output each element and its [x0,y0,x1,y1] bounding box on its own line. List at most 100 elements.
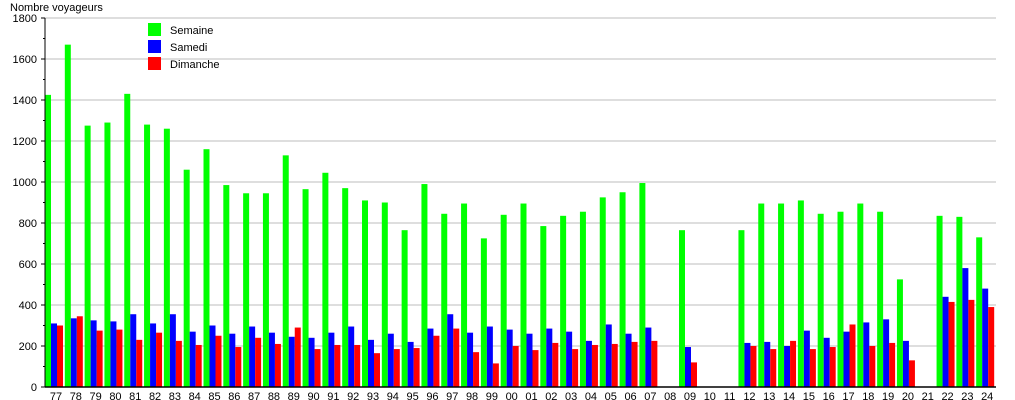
x-tick-label: 99 [486,391,498,400]
x-tick-label: 94 [387,391,399,400]
x-tick-label: 14 [783,391,795,400]
bar-samedi [526,333,533,387]
bar-samedi [189,331,196,387]
bar-dimanche [869,346,876,387]
bar-semaine [322,172,329,387]
bar-semaine [797,200,804,387]
legend-label-semaine: Semaine [170,25,213,37]
bar-semaine [936,215,943,387]
bar-samedi [962,268,969,387]
x-tick-label: 11 [724,391,735,400]
bar-semaine [223,185,230,387]
bar-semaine [104,122,111,388]
bar-semaine [45,94,51,387]
x-tick-label: 96 [426,391,438,400]
bar-semaine [877,211,884,387]
bar-dimanche [849,324,856,387]
bar-dimanche [274,343,281,387]
bar-samedi [387,333,394,387]
bar-samedi [288,336,295,387]
bar-samedi [467,332,474,387]
bar-dimanche [948,301,955,387]
x-tick-label: 83 [169,391,181,400]
bar-samedi [902,340,909,387]
x-tick-label: 08 [664,391,676,400]
bar-semaine [144,124,151,387]
bar-dimanche [591,344,598,387]
x-tick-label: 97 [446,391,458,400]
bar-dimanche [631,341,638,387]
bar-dimanche [512,346,519,387]
bar-semaine [282,155,289,387]
x-tick-label: 06 [624,391,636,400]
bar-semaine [837,211,844,387]
bar-semaine [480,238,487,387]
bar-semaine [441,213,448,387]
bar-samedi [942,296,949,387]
bar-semaine [599,197,606,387]
bar-samedi [70,318,77,387]
bar-samedi [150,323,157,387]
bar-dimanche [968,299,975,387]
bar-samedi [249,326,256,387]
bar-samedi [268,332,275,387]
x-tick-label: 10 [704,391,716,400]
y-tick-label: 600 [19,259,37,271]
legend-label-samedi: Samedi [170,42,207,54]
bar-dimanche [691,362,697,387]
bar-dimanche [413,348,420,387]
bar-samedi [447,314,454,387]
y-axis-label: Nombre voyageurs [10,2,103,14]
bar-semaine [262,193,269,387]
bar-semaine [540,226,547,387]
bar-dimanche [552,342,559,387]
bar-dimanche [294,327,301,387]
bar-dimanche [829,347,836,387]
bar-dimanche [57,325,63,387]
bar-semaine [64,44,71,388]
bar-semaine [124,93,131,387]
x-tick-label: 20 [902,391,914,400]
bar-samedi [51,323,57,387]
x-tick-label: 93 [367,391,379,400]
bar-samedi [784,346,791,387]
bar-samedi [585,340,592,387]
x-tick-label: 87 [248,391,260,400]
legend-swatch-semaine [148,23,161,36]
bar-samedi [883,319,890,387]
bar-samedi [348,326,355,387]
bar-samedi [546,328,553,387]
bar-semaine [520,203,527,387]
bar-samedi [685,347,691,387]
bar-samedi [427,328,434,387]
x-tick-label: 89 [288,391,300,400]
bar-semaine [163,128,170,387]
x-tick-label: 86 [228,391,240,400]
bar-samedi [308,337,315,387]
bar-dimanche [354,344,361,387]
y-tick-label: 1800 [13,13,37,25]
bar-dimanche [790,340,797,387]
bar-dimanche [889,342,896,387]
x-tick-label: 03 [565,391,577,400]
x-tick-label: 91 [327,391,339,400]
bar-semaine [579,211,586,387]
bar-dimanche [492,363,499,387]
bar-samedi [803,330,810,387]
bar-semaine [817,213,824,387]
bar-semaine [896,279,903,387]
x-tick-label: 24 [981,391,993,400]
bar-semaine [84,125,91,387]
x-tick-label: 09 [684,391,696,400]
bar-semaine [302,189,309,387]
y-tick-label: 1400 [13,95,37,107]
y-tick-label: 1000 [13,177,37,189]
bar-semaine [362,200,368,387]
x-tick-label: 05 [605,391,617,400]
bar-samedi [764,341,771,387]
bar-samedi [506,329,513,387]
bar-samedi [130,314,137,387]
bar-semaine [381,202,388,387]
x-tick-label: 80 [109,391,121,400]
